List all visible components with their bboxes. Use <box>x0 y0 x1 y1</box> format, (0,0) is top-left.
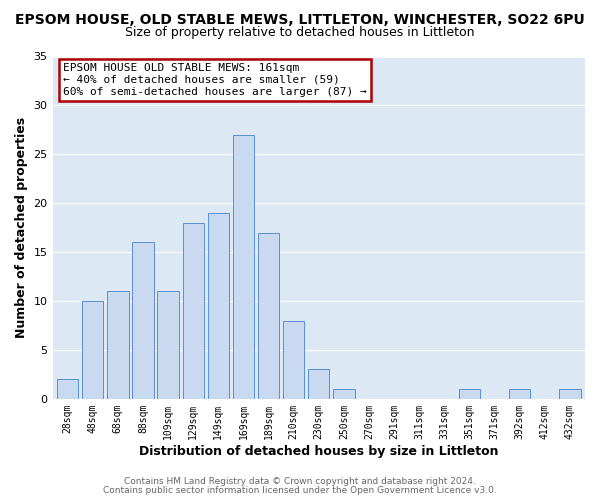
Text: Contains public sector information licensed under the Open Government Licence v3: Contains public sector information licen… <box>103 486 497 495</box>
Bar <box>559 389 581 399</box>
Text: Size of property relative to detached houses in Littleton: Size of property relative to detached ho… <box>125 26 475 39</box>
Text: EPSOM HOUSE, OLD STABLE MEWS, LITTLETON, WINCHESTER, SO22 6PU: EPSOM HOUSE, OLD STABLE MEWS, LITTLETON,… <box>15 12 585 26</box>
Bar <box>459 389 480 399</box>
Bar <box>258 232 279 399</box>
Bar <box>333 389 355 399</box>
Text: Contains HM Land Registry data © Crown copyright and database right 2024.: Contains HM Land Registry data © Crown c… <box>124 477 476 486</box>
Bar <box>82 301 103 399</box>
Bar <box>107 291 128 399</box>
Bar <box>283 320 304 399</box>
Bar <box>208 213 229 399</box>
Bar <box>509 389 530 399</box>
Y-axis label: Number of detached properties: Number of detached properties <box>15 117 28 338</box>
Bar <box>308 370 329 399</box>
Bar <box>57 380 78 399</box>
Text: EPSOM HOUSE OLD STABLE MEWS: 161sqm
← 40% of detached houses are smaller (59)
60: EPSOM HOUSE OLD STABLE MEWS: 161sqm ← 40… <box>63 64 367 96</box>
X-axis label: Distribution of detached houses by size in Littleton: Distribution of detached houses by size … <box>139 444 499 458</box>
Bar <box>157 291 179 399</box>
Bar <box>132 242 154 399</box>
Bar <box>182 223 204 399</box>
Bar <box>233 134 254 399</box>
